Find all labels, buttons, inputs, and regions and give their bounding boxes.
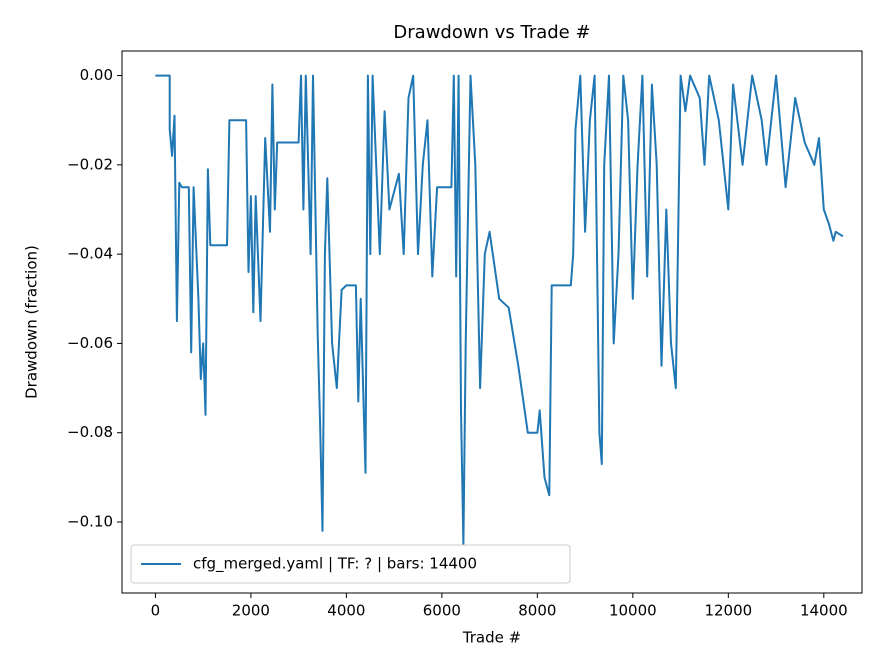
y-tick-label: −0.02	[67, 155, 113, 173]
y-tick-label: 0.00	[80, 66, 113, 84]
y-tick-label: −0.10	[67, 513, 113, 531]
plot-frame	[121, 50, 863, 594]
y-tick-label: −0.04	[67, 245, 113, 263]
y-tick-label: −0.08	[67, 423, 113, 441]
legend-label: cfg_merged.yaml | TF: ? | bars: 14400	[193, 555, 477, 574]
x-tick-label: 6000	[423, 602, 461, 620]
series-line	[155, 74, 844, 546]
legend-box	[130, 544, 571, 584]
x-tick-label: 10000	[609, 602, 657, 620]
y-axis-label: Drawdown (fraction)	[23, 245, 41, 399]
x-tick-label: 2000	[232, 602, 270, 620]
x-tick-label: 12000	[704, 602, 752, 620]
x-tick-label: 0	[151, 602, 161, 620]
x-tick-label: 4000	[327, 602, 365, 620]
chart-title: Drawdown vs Trade #	[393, 22, 590, 43]
x-tick-label: 8000	[518, 602, 556, 620]
y-tick-label: −0.06	[67, 334, 113, 352]
x-axis-label: Trade #	[462, 629, 521, 647]
x-tick-label: 14000	[800, 602, 848, 620]
